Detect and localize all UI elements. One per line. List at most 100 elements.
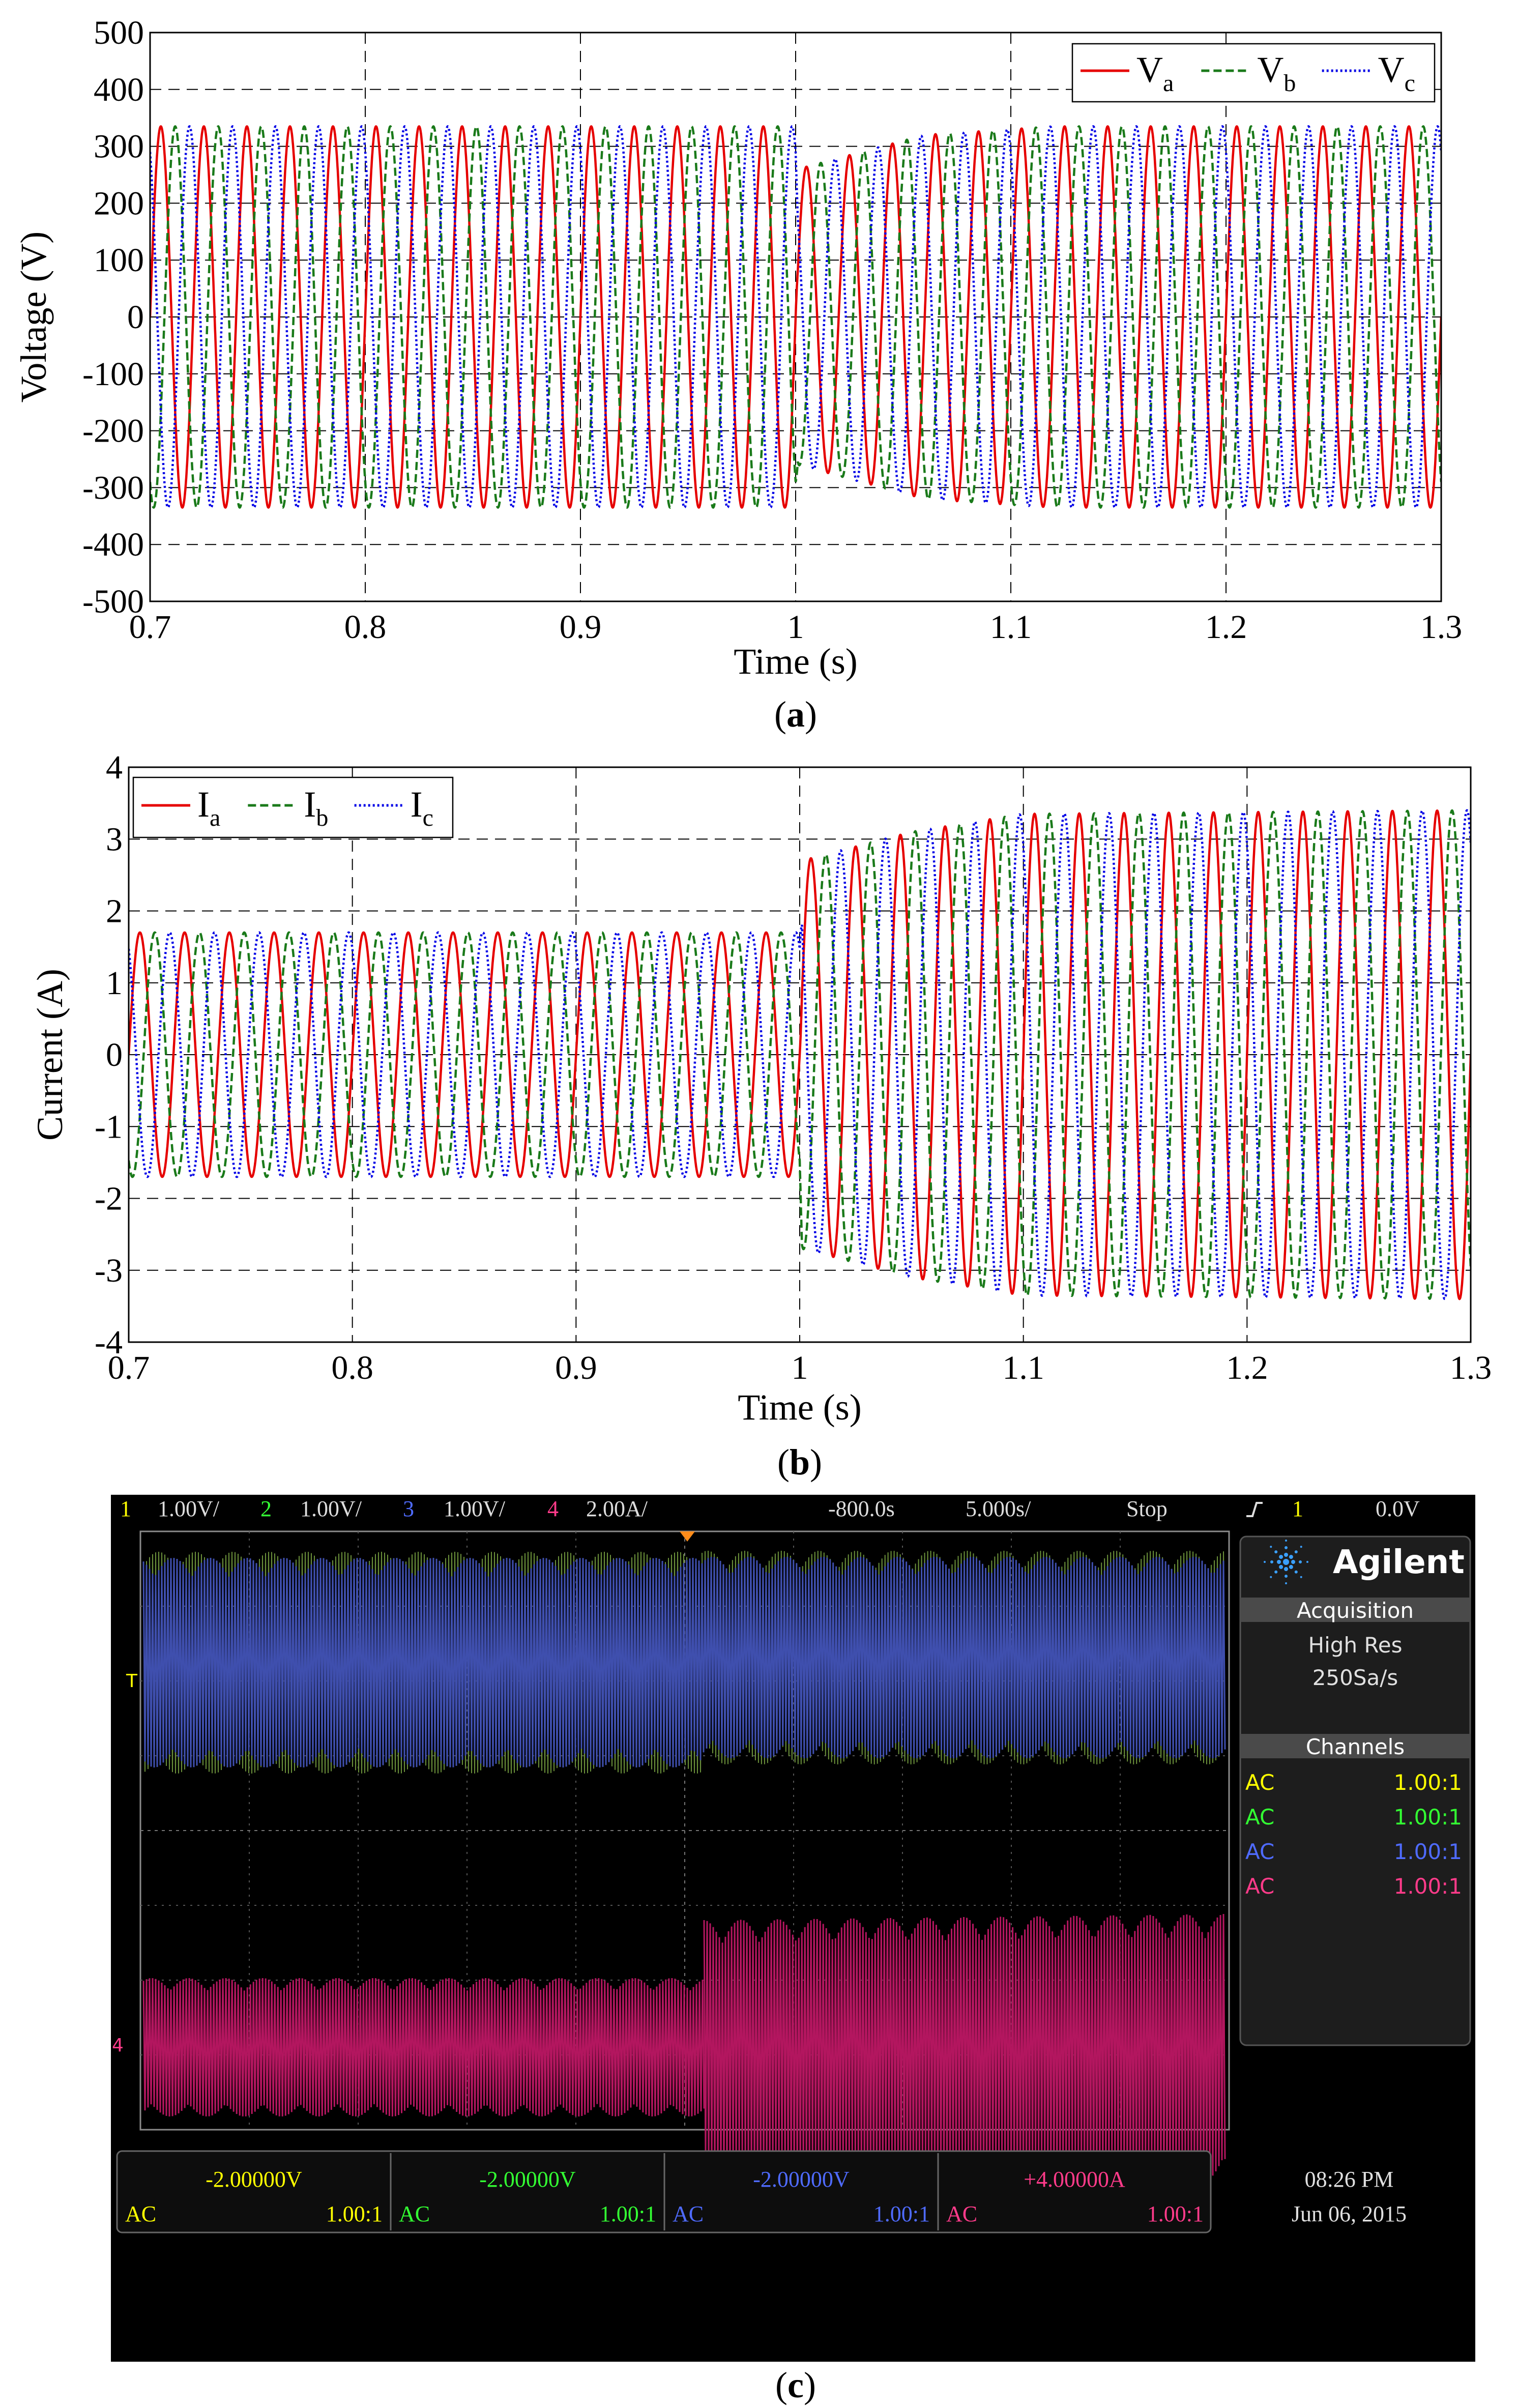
ch1-offset: -2.00000V	[206, 2167, 302, 2192]
delay-readout: -800.0s	[828, 1496, 895, 1521]
ch4-offset: +4.00000A	[1024, 2167, 1125, 2192]
legend-box	[132, 776, 454, 838]
timebase-readout: 5.000s/	[966, 1496, 1031, 1521]
x-tick-label: 1.2	[1226, 1349, 1268, 1386]
legend: Ia Ib Ic	[132, 776, 454, 838]
x-tick-label: 0.9	[560, 608, 602, 646]
y-tick-label: -1	[95, 1108, 123, 1145]
x-tick-label: 1.1	[990, 608, 1032, 646]
ch2-coupling: AC	[1245, 1805, 1274, 1830]
legend-label-ic: Ic	[411, 784, 433, 831]
y-tick-label: 500	[94, 14, 144, 51]
trace-current-after	[703, 1913, 1226, 2181]
y-tick-label: 4	[106, 749, 123, 786]
ch4-ratio: 1.00:1	[1394, 1874, 1462, 1899]
trace-current-before	[142, 1978, 705, 2117]
channel-2-scale: 1.00V/	[300, 1496, 362, 1521]
y-tick-label: -500	[82, 583, 144, 620]
y-tick-label: 200	[94, 185, 144, 222]
ch1-offset-coupling: AC	[125, 2201, 156, 2226]
legend-label-ib: Ib	[304, 784, 328, 831]
series-line-ib	[129, 809, 1471, 1300]
y-tick-label: 400	[94, 71, 144, 108]
x-tick-label: 1	[792, 1349, 808, 1386]
y-tick-label: -300	[82, 469, 144, 506]
ch4-coupling: AC	[1245, 1874, 1274, 1899]
channel-1-number: 1	[120, 1496, 131, 1521]
scope-traces	[142, 1550, 1226, 2181]
x-tick-label: 0.8	[331, 1349, 373, 1386]
channels-title: Channels	[1306, 1734, 1405, 1759]
channel-4-scale: 2.00A/	[586, 1496, 648, 1521]
x-axis-label: Time (s)	[738, 1387, 861, 1428]
y-tick-label: -3	[95, 1252, 123, 1289]
caption-c: (c)	[775, 2365, 816, 2405]
scope-offset-bar: -2.00000V AC 1.00:1 -2.00000V AC 1.00:1 …	[116, 2150, 1407, 2233]
oscilloscope-screenshot: 1 1.00V/ 2 1.00V/ 3 1.00V/ 4 2.00A/ -800…	[111, 1495, 1475, 2405]
x-tick-label: 0.7	[129, 608, 171, 646]
series-line-va	[150, 125, 1441, 509]
y-tick-label: -100	[82, 356, 144, 393]
caption-a: (a)	[774, 694, 817, 735]
ch3-ratio: 1.00:1	[1394, 1839, 1462, 1864]
y-axis-label: Current (A)	[30, 969, 70, 1141]
acquisition-mode: High Res	[1308, 1633, 1403, 1658]
y-tick-label: -200	[82, 413, 144, 450]
ch4-offset-coupling: AC	[946, 2201, 977, 2226]
ch2-offset-coupling: AC	[399, 2201, 430, 2226]
y-tick-label: 100	[94, 242, 144, 279]
y-tick-label: 0	[106, 1036, 123, 1074]
x-tick-label: 0.9	[555, 1349, 597, 1386]
legend-label-ia: Ia	[197, 784, 220, 831]
legend-label-vb: Vb	[1257, 49, 1296, 97]
x-tick-label: 1.2	[1205, 608, 1247, 646]
x-tick-label: 0.7	[108, 1349, 150, 1386]
clock-date: Jun 06, 2015	[1292, 2201, 1407, 2226]
ch3-offset: -2.00000V	[753, 2167, 850, 2192]
trigger-edge-icon	[1246, 1502, 1263, 1517]
legend-label-va: Va	[1136, 49, 1174, 97]
x-tick-label: 1.3	[1450, 1349, 1492, 1386]
legend-label-vc: Vc	[1378, 49, 1415, 97]
ch2-offset: -2.00000V	[479, 2167, 576, 2192]
channel-1-scale: 1.00V/	[158, 1496, 220, 1521]
scope-status-bar: 1 1.00V/ 2 1.00V/ 3 1.00V/ 4 2.00A/ -800…	[120, 1496, 1420, 1521]
series-line-vb	[150, 125, 1441, 509]
y-tick-label: -400	[82, 526, 144, 563]
channel-3-scale: 1.00V/	[444, 1496, 506, 1521]
x-tick-label: 1	[787, 608, 804, 646]
sample-rate: 250Sa/s	[1312, 1665, 1398, 1690]
ch3-offset-coupling: AC	[673, 2201, 704, 2226]
legend-box	[1071, 43, 1436, 103]
channel-4-number: 4	[547, 1496, 559, 1521]
y-tick-label: 0	[127, 299, 144, 336]
y-tick-label: -2	[95, 1180, 123, 1217]
trace-voltage-blue-after	[701, 1556, 1226, 1759]
agilent-logo-icon	[1264, 1540, 1308, 1584]
x-axis-label: Time (s)	[734, 641, 857, 682]
ch3-offset-ratio: 1.00:1	[873, 2201, 930, 2226]
scope-side-panel: Agilent Acquisition High Res 250Sa/s Cha…	[1239, 1535, 1471, 2046]
y-tick-label: 300	[94, 128, 144, 165]
current-chart: 4 3 2 1 0 -1 -2 -3 -4 0.7 0.8 0.9 1 1.1 1.2 1.3 Curren…	[30, 749, 1492, 1483]
legend: Va Vb Vc	[1071, 43, 1436, 103]
ch2-offset-ratio: 1.00:1	[600, 2201, 656, 2226]
clock-time: 08:26 PM	[1305, 2167, 1394, 2192]
ground-marker-4: 4	[112, 2035, 124, 2056]
y-tick-label: 3	[106, 821, 123, 858]
ground-marker-t: T	[126, 1671, 138, 1692]
y-tick-label: 2	[106, 893, 123, 930]
x-tick-label: 0.8	[344, 608, 387, 646]
series-line-ia	[129, 809, 1471, 1300]
caption-b: (b)	[777, 1442, 822, 1483]
voltage-chart: 500 400 300 200 100 0 -100 -200 -300 -400 -500 0.7…	[13, 14, 1462, 735]
x-tick-label: 1.1	[1002, 1349, 1044, 1386]
brand-name: Agilent	[1333, 1544, 1465, 1581]
y-tick-label: 1	[106, 965, 123, 1002]
ch1-coupling: AC	[1245, 1770, 1274, 1795]
ch1-offset-ratio: 1.00:1	[326, 2201, 383, 2226]
ch4-offset-ratio: 1.00:1	[1147, 2201, 1204, 2226]
ch1-ratio: 1.00:1	[1394, 1770, 1462, 1795]
trigger-position-marker	[680, 1531, 695, 1542]
